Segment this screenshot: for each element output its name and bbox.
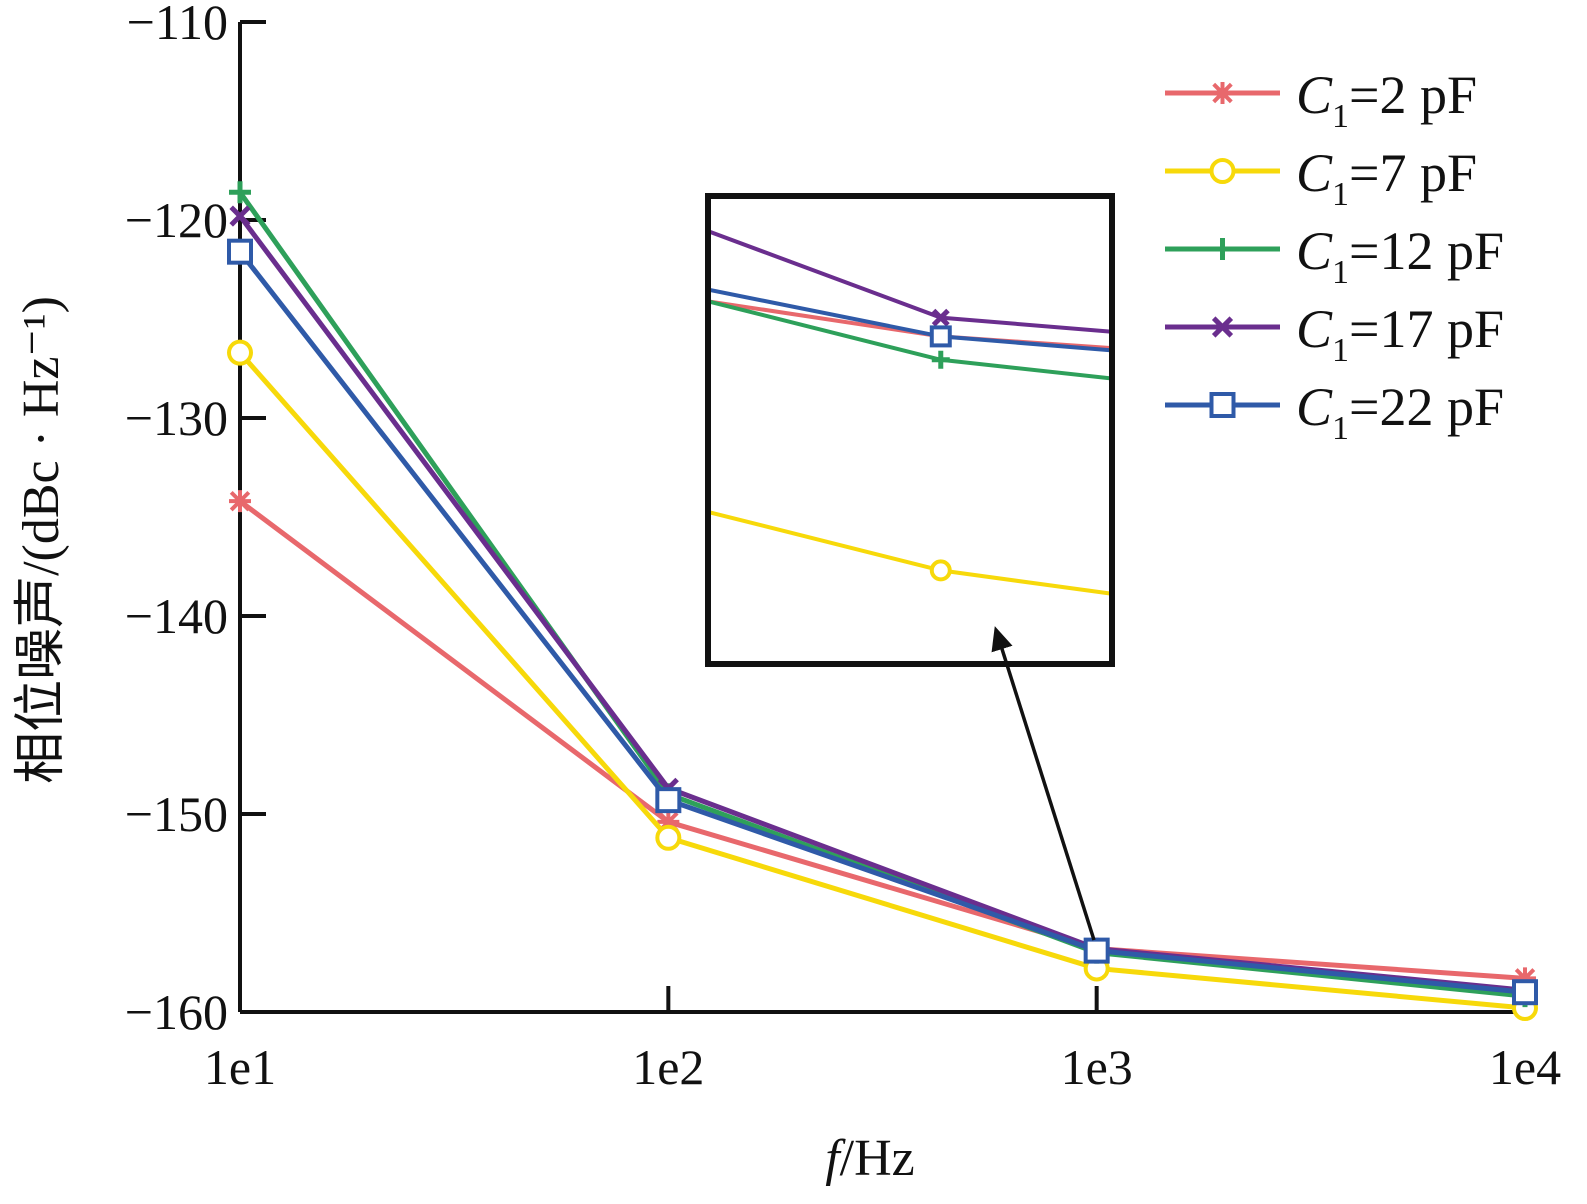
series-line [238, 351, 1526, 1011]
legend-label: C1=17 pF [1296, 299, 1504, 369]
x-axis-label-unit: /Hz [840, 1130, 915, 1187]
legend-marker [1211, 316, 1234, 338]
legend-label-sub: 1 [1332, 410, 1349, 447]
legend-label-var: C [1296, 377, 1333, 437]
data-point [657, 810, 680, 833]
data-point [1512, 979, 1538, 1006]
series-4 [227, 238, 1538, 1006]
legend-label-rest: =12 pF [1349, 221, 1504, 281]
zoom-arrow [991, 626, 1096, 941]
legend-label-var: C [1296, 299, 1333, 359]
data-point [229, 205, 251, 227]
y-tick-label: −120 [125, 192, 228, 248]
inset-data-point [931, 308, 950, 327]
legend-label-rest: =2 pF [1349, 65, 1477, 125]
legend-item-4: C1=22 pF [1165, 377, 1504, 447]
legend-label: C1=22 pF [1296, 377, 1504, 447]
y-axis-label: 相位噪声/(dBc · Hz⁻¹) [13, 296, 70, 784]
inset-data-point [931, 350, 950, 369]
legend-label-rest: =17 pF [1349, 299, 1504, 359]
legend-item-0: C1=2 pF [1165, 65, 1477, 135]
legend-label-sub: 1 [1332, 98, 1349, 135]
y-tick-label: −160 [125, 984, 228, 1040]
data-point [229, 490, 251, 513]
y-tick-label: −110 [127, 0, 228, 50]
x-axis-label: f/Hz [825, 1130, 915, 1187]
inset-series [708, 229, 1112, 596]
x-tick-label: 1e2 [632, 1039, 704, 1095]
legend-label-sub: 1 [1332, 332, 1349, 369]
x-tick-label: 1e3 [1061, 1039, 1133, 1095]
data-point [227, 238, 253, 265]
legend-marker [1209, 158, 1236, 184]
data-point [1514, 967, 1536, 990]
series-line [238, 250, 1526, 995]
data-point [229, 181, 251, 204]
legend-label-var: C [1296, 65, 1333, 125]
legend-marker [1209, 392, 1236, 418]
inset-background [708, 196, 1112, 664]
inset-data-point [929, 325, 952, 348]
data-point [1083, 937, 1110, 964]
legend-label: C1=7 pF [1296, 143, 1477, 213]
legend-label: C1=12 pF [1296, 221, 1504, 291]
legend-label-var: C [1296, 143, 1333, 203]
series-1 [227, 339, 1538, 1022]
legend-label: C1=2 pF [1296, 65, 1477, 135]
legend-item-1: C1=7 pF [1165, 143, 1477, 213]
y-tick-label: −130 [125, 390, 228, 446]
legend-marker [1211, 238, 1234, 260]
legend-label-sub: 1 [1332, 254, 1349, 291]
x-tick-label: 1e4 [1489, 1039, 1561, 1095]
data-point [655, 824, 682, 851]
data-point [655, 787, 682, 814]
legend-label-rest: =22 pF [1349, 377, 1504, 437]
series-line [238, 499, 1526, 981]
series-layer [227, 181, 1538, 1022]
legend-label-sub: 1 [1332, 176, 1349, 213]
y-tick-label: −150 [125, 786, 228, 842]
y-tick-label: −140 [125, 588, 228, 644]
zoom-inset [705, 193, 1115, 941]
x-tick-label: 1e1 [204, 1039, 276, 1095]
inset-frame [705, 193, 1115, 667]
legend-label-var: C [1296, 221, 1333, 281]
data-point [227, 339, 253, 366]
inset-data-point [929, 559, 952, 582]
legend-marker [1211, 82, 1234, 104]
legend-item-3: C1=17 pF [1165, 299, 1504, 369]
legend-label-rest: =7 pF [1349, 143, 1477, 203]
legend-item-2: C1=12 pF [1165, 221, 1504, 291]
